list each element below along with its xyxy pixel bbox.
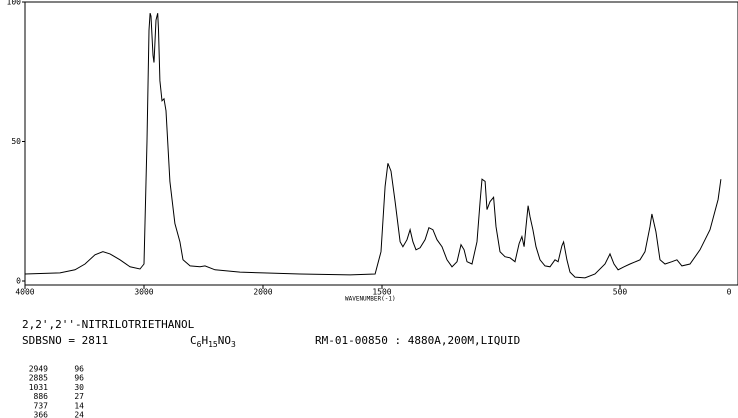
formula-subscript: 3 [231,340,236,349]
compound-name: 2,2',2''-NITRILOTRIETHANOL [22,318,195,331]
peak-intensity: 30 [74,383,84,392]
y-tick-label: 50 [11,137,21,146]
peak-wavenumber: 886 [34,392,49,401]
formula-element: C [190,334,197,347]
peak-wavenumber: 737 [34,401,49,410]
x-tick-label: 3000 [134,288,153,297]
peak-wavenumber: 2949 [29,365,48,374]
peak-wavenumber: 366 [34,411,49,418]
peak-intensity: 14 [74,401,84,410]
y-tick-label: 0 [16,277,21,286]
x-tick-label: 0 [727,288,732,297]
formula: C6H15NO3 [190,334,236,349]
x-tick-label: 2000 [253,288,272,297]
conditions: RM-01-00850 : 4880A,200M,LIQUID [315,334,520,347]
peak-intensity: 24 [74,411,84,418]
sdbs-number: SDBSNO = 2811 [22,334,108,347]
x-tick-label: 4000 [15,288,34,297]
peak-wavenumber: 2885 [29,374,48,383]
formula-element: NO [218,334,231,347]
peak-intensity: 96 [74,365,84,374]
formula-element: H [201,334,208,347]
x-axis-label: WAVENUMBER(-1) [345,296,396,303]
x-tick-label: 1500 [372,288,391,297]
formula-subscript: 6 [197,340,202,349]
formula-subscript: 15 [208,340,218,349]
x-tick-label: 500 [613,288,628,297]
y-tick-label: 100 [7,0,22,7]
peak-intensity: 27 [74,392,84,401]
peak-intensity: 96 [74,374,84,383]
spectrum-line [24,13,722,279]
peak-wavenumber: 1031 [29,383,48,392]
